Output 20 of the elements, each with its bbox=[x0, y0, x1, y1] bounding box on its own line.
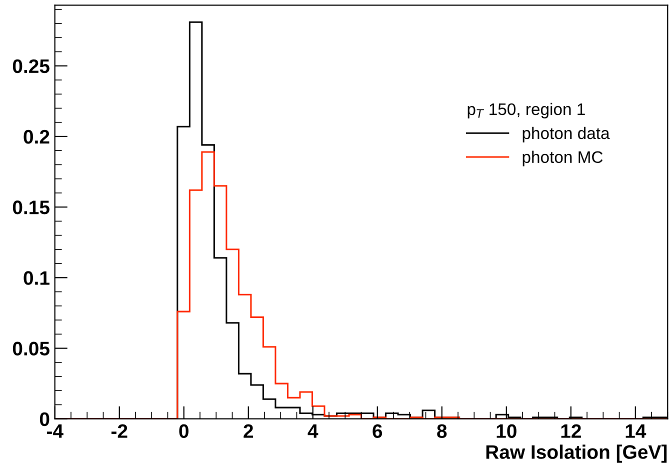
x-tick-label: 4 bbox=[308, 424, 318, 438]
legend-label: photon MC bbox=[522, 150, 603, 166]
x-tick-label: 6 bbox=[372, 424, 382, 438]
x-tick-label: 10 bbox=[496, 424, 516, 438]
x-tick-label: 12 bbox=[561, 424, 581, 438]
y-tick-label: 0.1 bbox=[24, 271, 50, 285]
x-tick-label: -4 bbox=[46, 424, 64, 438]
x-tick-label: 2 bbox=[244, 424, 254, 438]
x-tick-label: -2 bbox=[111, 424, 128, 438]
legend-label: photon data bbox=[522, 126, 610, 142]
x-tick-label: 0 bbox=[179, 424, 188, 438]
y-tick-label: 0.25 bbox=[12, 59, 50, 74]
y-tick-label: 0.05 bbox=[12, 342, 50, 356]
x-tick-label: 8 bbox=[437, 424, 447, 438]
legend-title: p$_{T}$ 150, region 1 bbox=[468, 102, 585, 118]
x-axis-title: Raw Isolation [GeV] bbox=[486, 444, 667, 463]
y-tick-label: 0.2 bbox=[24, 130, 50, 144]
y-tick-label: 0.15 bbox=[12, 200, 50, 214]
y-tick-label: 0 bbox=[40, 412, 50, 426]
x-tick-label: 14 bbox=[626, 424, 646, 438]
